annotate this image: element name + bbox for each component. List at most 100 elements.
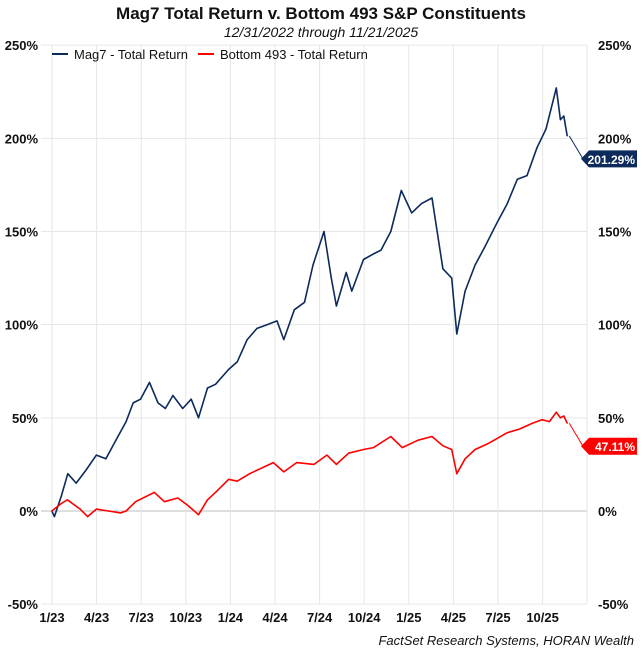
data-point: [228, 368, 230, 370]
x-tick-label: 4/25: [441, 610, 466, 625]
data-point: [563, 115, 565, 117]
data-point: [330, 277, 332, 279]
x-tick-label: 1/24: [218, 610, 244, 625]
data-point: [345, 271, 347, 274]
end-value-badge: [581, 150, 637, 168]
data-point: [531, 422, 533, 425]
data-point: [516, 178, 518, 180]
data-point: [400, 189, 402, 192]
data-point: [484, 245, 486, 248]
data-point: [474, 448, 476, 451]
y-tick-label-right: 200%: [598, 131, 632, 146]
data-point: [79, 508, 81, 510]
x-tick-label: 4/24: [262, 610, 288, 625]
data-point: [362, 448, 365, 451]
data-point: [526, 175, 528, 177]
legend: Mag7 - Total Return Bottom 493 - Total Re…: [52, 47, 368, 62]
data-point: [272, 461, 274, 464]
data-point: [496, 221, 498, 223]
data-point: [85, 469, 87, 471]
data-point: [464, 458, 466, 460]
data-point: [283, 471, 285, 473]
data-point: [451, 448, 453, 451]
data-point: [536, 147, 538, 149]
data-point: [60, 502, 62, 505]
data-point: [451, 277, 453, 279]
data-point: [87, 515, 89, 518]
data-point: [135, 501, 137, 503]
x-tick-label: 7/23: [129, 610, 154, 625]
data-point: [51, 510, 53, 512]
data-point: [283, 338, 285, 341]
y-tick-label-left: 0%: [19, 504, 38, 519]
y-tick-label-left: 250%: [5, 38, 39, 53]
y-tick-label-right: 150%: [598, 225, 632, 240]
end-value-label: 47.11%: [595, 440, 635, 454]
data-point: [139, 398, 142, 400]
x-tick-label: 4/23: [84, 610, 109, 625]
x-tick-label: 1/23: [39, 610, 64, 625]
x-tick-label: 10/23: [170, 610, 203, 625]
data-point: [559, 417, 562, 419]
y-tick-label-right: -50%: [598, 597, 629, 612]
data-point: [157, 402, 159, 404]
data-point: [545, 128, 547, 130]
data-point: [107, 510, 109, 512]
data-point: [411, 212, 413, 214]
data-point: [380, 249, 382, 251]
bottom493-line: [51, 411, 568, 518]
data-point: [125, 420, 127, 423]
data-point: [105, 458, 107, 460]
data-point: [206, 499, 209, 501]
data-point: [486, 443, 489, 445]
chart-subtitle: 12/31/2022 through 11/21/2025: [223, 24, 419, 40]
data-point: [442, 268, 444, 270]
data-point: [335, 305, 338, 307]
data-point: [326, 454, 328, 456]
data-point: [563, 415, 565, 417]
data-point: [60, 495, 62, 497]
data-point: [464, 290, 466, 292]
data-point: [296, 461, 298, 464]
data-point: [442, 445, 444, 447]
data-point: [566, 422, 568, 424]
data-point: [348, 452, 350, 454]
data-point: [506, 202, 508, 205]
x-tick-label: 10/24: [348, 610, 381, 625]
data-point: [197, 514, 200, 516]
data-point: [390, 435, 392, 438]
data-point: [474, 264, 476, 266]
data-point: [362, 258, 365, 261]
y-tick-label-left: -50%: [8, 597, 39, 612]
data-point: [555, 87, 557, 89]
mag7-line: [51, 87, 568, 518]
data-point: [172, 394, 174, 397]
data-point: [313, 463, 315, 466]
y-tick-label-right: 50%: [598, 411, 624, 426]
data-point: [266, 324, 268, 326]
data-point: [236, 480, 238, 482]
data-point: [228, 478, 230, 480]
x-tick-label: 1/25: [396, 610, 421, 625]
data-point: [53, 515, 56, 518]
end-value-leader: [568, 422, 584, 447]
data-point: [66, 499, 68, 501]
legend-label: Bottom 493 - Total Return: [220, 47, 368, 62]
data-point: [187, 504, 189, 507]
data-point: [351, 290, 353, 292]
source-note: FactSet Research Systems, HORAN Wealth: [378, 633, 634, 648]
y-tick-label-left: 50%: [12, 411, 38, 426]
data-point: [293, 309, 295, 311]
data-point: [67, 473, 69, 475]
x-tick-label: 7/24: [307, 610, 333, 625]
data-point: [190, 398, 192, 400]
chart-title: Mag7 Total Return v. Bottom 493 S&P Cons…: [116, 4, 526, 23]
data-point: [431, 197, 433, 199]
data-point: [246, 338, 248, 341]
legend-label: Mag7 - Total Return: [74, 47, 188, 62]
data-point: [303, 301, 306, 303]
data-point: [431, 435, 433, 438]
data-point: [95, 508, 98, 510]
data-point: [372, 253, 375, 255]
x-tick-label: 10/25: [526, 610, 559, 625]
